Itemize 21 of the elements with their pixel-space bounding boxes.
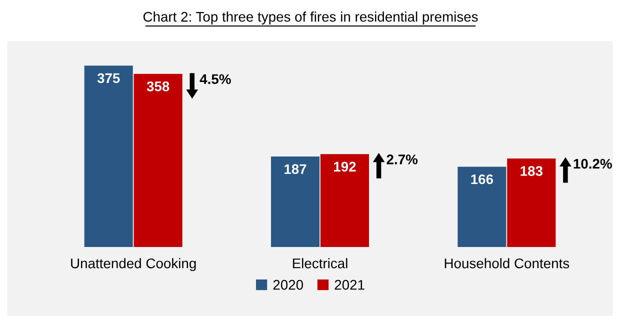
x-tick-label: Electrical xyxy=(292,258,348,268)
x-tick-label: Household Contents xyxy=(444,258,570,268)
legend-label: 2020 xyxy=(273,280,304,290)
data-label: 183 xyxy=(520,166,542,176)
bar xyxy=(507,158,556,247)
chart-title: Chart 2: Top three types of fires in residential premises xyxy=(143,12,478,24)
bar xyxy=(134,74,182,247)
annotation: 2.7% xyxy=(386,154,418,164)
data-label: 166 xyxy=(471,174,494,184)
annotation: 4.5% xyxy=(200,74,231,84)
data-label: 187 xyxy=(284,164,306,174)
annotation: 10.2% xyxy=(574,158,612,169)
data-label: 192 xyxy=(334,162,356,172)
x-tick-label: Unattended Cooking xyxy=(71,258,196,272)
legend-label: 2021 xyxy=(334,280,364,290)
bar xyxy=(271,156,320,247)
bar xyxy=(84,66,133,247)
data-label: 375 xyxy=(97,73,120,84)
bar xyxy=(320,154,369,247)
bar xyxy=(458,166,506,247)
data-label: 358 xyxy=(146,81,170,92)
